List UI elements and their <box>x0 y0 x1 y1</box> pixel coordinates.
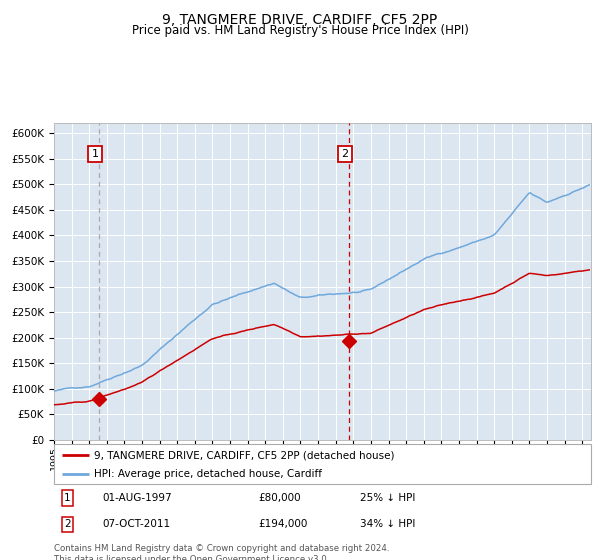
Text: 9, TANGMERE DRIVE, CARDIFF, CF5 2PP (detached house): 9, TANGMERE DRIVE, CARDIFF, CF5 2PP (det… <box>94 450 395 460</box>
Text: 25% ↓ HPI: 25% ↓ HPI <box>360 493 415 503</box>
Text: £80,000: £80,000 <box>258 493 301 503</box>
Text: £194,000: £194,000 <box>258 519 307 529</box>
Text: 07-OCT-2011: 07-OCT-2011 <box>103 519 170 529</box>
Text: 1: 1 <box>64 493 71 503</box>
Text: 1: 1 <box>92 149 98 159</box>
Text: 9, TANGMERE DRIVE, CARDIFF, CF5 2PP: 9, TANGMERE DRIVE, CARDIFF, CF5 2PP <box>163 13 437 27</box>
Text: Contains HM Land Registry data © Crown copyright and database right 2024.
This d: Contains HM Land Registry data © Crown c… <box>54 544 389 560</box>
Text: 01-AUG-1997: 01-AUG-1997 <box>103 493 172 503</box>
Text: HPI: Average price, detached house, Cardiff: HPI: Average price, detached house, Card… <box>94 469 322 479</box>
Text: 34% ↓ HPI: 34% ↓ HPI <box>360 519 415 529</box>
Text: 2: 2 <box>341 149 349 159</box>
Text: 2: 2 <box>64 519 71 529</box>
FancyBboxPatch shape <box>54 444 591 484</box>
Text: Price paid vs. HM Land Registry's House Price Index (HPI): Price paid vs. HM Land Registry's House … <box>131 24 469 38</box>
